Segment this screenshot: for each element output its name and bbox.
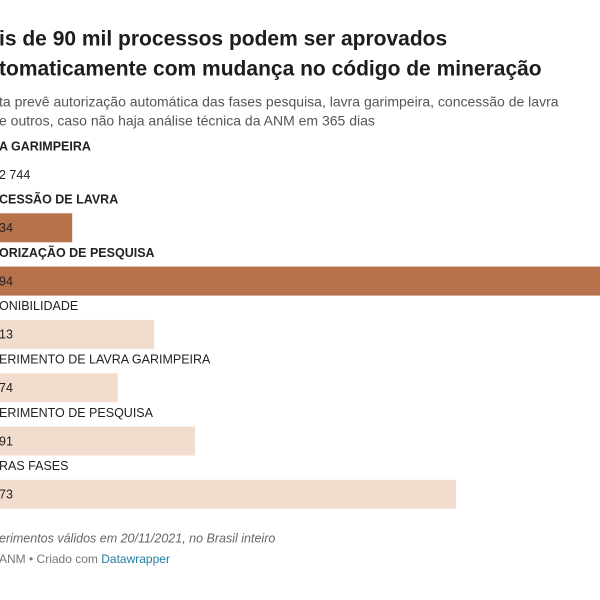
value-label: 91 [0, 434, 13, 448]
category-label: RAS FASES [0, 459, 68, 473]
bar [0, 213, 73, 243]
value-label: 74 [0, 381, 13, 395]
bar [0, 266, 600, 296]
chart-source: ANM • Criado com Datawrapper [0, 552, 170, 566]
category-label: ONIBILIDADE [0, 299, 78, 313]
source-link[interactable]: Datawrapper [101, 552, 170, 566]
bar [0, 479, 456, 509]
value-label: 13 [0, 328, 13, 342]
bar [0, 319, 155, 349]
chart-title: tomaticamente com mudança no código de m… [0, 58, 542, 81]
value-label: 2 744 [0, 168, 30, 182]
chart-subtitle: e outros, caso não haja análise técnica … [0, 113, 375, 129]
category-label: A GARIMPEIRA [0, 139, 91, 153]
bar [0, 426, 195, 456]
chart-title: is de 90 mil processos podem ser aprovad… [0, 28, 447, 51]
chart-note: erimentos válidos em 20/11/2021, no Bras… [0, 531, 275, 545]
value-label: 94 [0, 274, 13, 288]
bar [0, 160, 50, 189]
source-text: ANM • Criado com [0, 552, 98, 566]
chart-subtitle: ta prevê autorização automática das fase… [0, 94, 559, 110]
bar [0, 373, 118, 403]
category-label: ERIMENTO DE LAVRA GARIMPEIRA [0, 352, 211, 366]
category-label: ORIZAÇÃO DE PESQUISA [0, 245, 155, 260]
value-label: 73 [0, 488, 13, 502]
category-label: ERIMENTO DE PESQUISA [0, 406, 154, 420]
category-label: CESSÃO DE LAVRA [0, 192, 118, 207]
value-label: 34 [0, 221, 13, 235]
